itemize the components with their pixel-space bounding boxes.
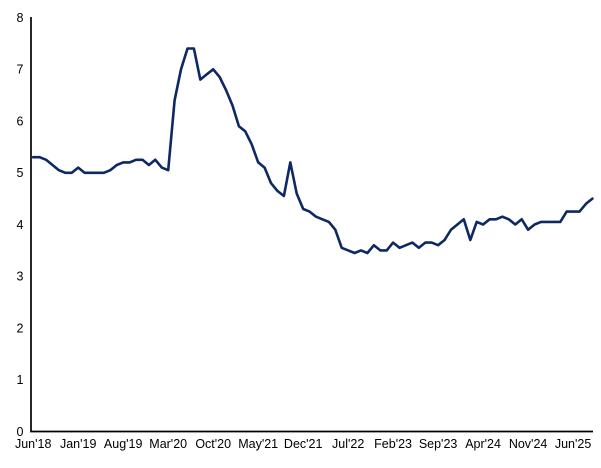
y-tick-label: 3 <box>17 270 24 284</box>
y-axis-tick-labels: 0 1 2 3 4 5 6 7 8 <box>17 11 24 439</box>
x-axis-tick-labels: Jun'18 Jan'19 Aug'19 Mar'20 Oct'20 May'21 Dec'… <box>15 437 591 451</box>
x-tick-label: May'21 <box>238 437 278 451</box>
y-tick-label: 0 <box>17 425 24 439</box>
y-tick-label: 5 <box>17 166 24 180</box>
x-tick-label: Feb'23 <box>374 437 412 451</box>
x-tick-label: Jan'19 <box>60 437 96 451</box>
x-tick-label: Sep'23 <box>419 437 458 451</box>
data-series-line <box>31 47 594 255</box>
y-tick-label: 7 <box>17 63 24 77</box>
y-tick-label: 8 <box>17 11 24 25</box>
x-tick-label: Aug'19 <box>104 437 143 451</box>
y-tick-label: 1 <box>17 373 24 387</box>
y-tick-label: 6 <box>17 114 24 128</box>
y-tick-label: 4 <box>17 218 24 232</box>
y-tick-label: 2 <box>17 321 24 335</box>
x-tick-label: Apr'24 <box>465 437 501 451</box>
x-tick-label: Jun'18 <box>15 437 51 451</box>
x-tick-label: Dec'21 <box>284 437 323 451</box>
x-tick-label: Mar'20 <box>149 437 187 451</box>
x-tick-label: Jul'22 <box>332 437 364 451</box>
axes-lines <box>30 17 593 433</box>
x-tick-label: Jun'25 <box>555 437 591 451</box>
x-tick-label: Oct'20 <box>195 437 231 451</box>
x-tick-label: Nov'24 <box>509 437 548 451</box>
